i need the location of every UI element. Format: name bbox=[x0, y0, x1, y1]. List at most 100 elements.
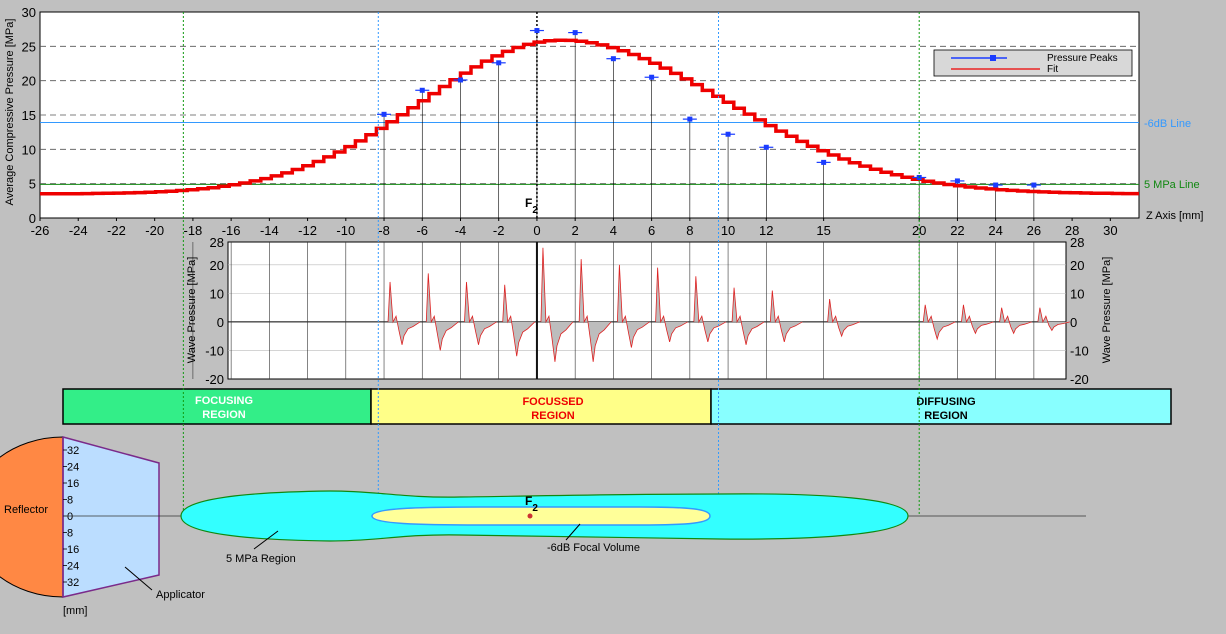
pressure-peak-points bbox=[377, 28, 1041, 188]
y-tick-label: 10 bbox=[22, 142, 36, 157]
wave-y-tick-labels: 28 28 20 20 10 10 0 0 -10 -10 -20 -20 bbox=[205, 235, 1089, 387]
wave-y-tick-right: -20 bbox=[1070, 372, 1089, 387]
y-tick-label: 15 bbox=[22, 108, 36, 123]
region-5mpa-label: 5 MPa Region bbox=[226, 553, 296, 565]
peak-point bbox=[649, 74, 655, 80]
unit-label: [mm] bbox=[63, 605, 87, 617]
wave-trace bbox=[731, 287, 765, 345]
wave-trace bbox=[425, 273, 459, 351]
x-tick-label: -24 bbox=[69, 223, 88, 238]
legend-fit-label: Fit bbox=[1047, 64, 1058, 75]
reflector-shape bbox=[0, 436, 64, 598]
peak-point bbox=[610, 56, 616, 62]
focal-point-marker bbox=[527, 513, 533, 519]
x-tick-label: -4 bbox=[455, 223, 467, 238]
x-tick-label: 0 bbox=[533, 223, 540, 238]
x-tick-label: 10 bbox=[721, 223, 735, 238]
fit-line bbox=[40, 38, 1139, 196]
legend-peaks-label: Pressure Peaks bbox=[1047, 53, 1118, 64]
wave-y-tick-left: 0 bbox=[217, 315, 224, 330]
wave-trace bbox=[1037, 307, 1070, 332]
x-tick-label: -16 bbox=[222, 223, 241, 238]
y-tick-label: 25 bbox=[22, 39, 36, 54]
scale-label: 32 bbox=[67, 445, 79, 457]
peak-point bbox=[1031, 182, 1037, 188]
diffusing-region-label-1: DIFFUSING bbox=[916, 396, 975, 408]
diffusing-region bbox=[710, 388, 1172, 425]
peak-point bbox=[687, 116, 693, 122]
wave-trace bbox=[693, 276, 727, 342]
schematic-focus-label: F2 bbox=[525, 494, 538, 514]
main-focus-label: F2 bbox=[525, 196, 538, 216]
applicator-pointer bbox=[124, 566, 153, 591]
wave-y-tick-right: 20 bbox=[1070, 258, 1084, 273]
wave-y-tick-left: 20 bbox=[210, 258, 224, 273]
scale-label: 16 bbox=[67, 544, 79, 556]
focal-volume bbox=[371, 506, 711, 526]
peak-point bbox=[954, 178, 960, 184]
wave-y-tick-left: -20 bbox=[205, 372, 224, 387]
wave-trace bbox=[827, 299, 860, 338]
wave-y-tick-left: 28 bbox=[210, 235, 224, 250]
x-tick-label: 26 bbox=[1027, 223, 1041, 238]
wave-y-axis-label-right: Wave Pressure [MPa] bbox=[1101, 257, 1113, 364]
x-tick-label: -26 bbox=[31, 223, 50, 238]
scale-label: 24 bbox=[67, 462, 79, 474]
scale-label: 16 bbox=[67, 478, 79, 490]
x-tick-label: 6 bbox=[648, 223, 655, 238]
x-tick-label: 2 bbox=[572, 223, 579, 238]
peak-point bbox=[419, 87, 425, 93]
peak-point bbox=[993, 182, 999, 188]
diffusing-region-label-2: REGION bbox=[924, 410, 967, 422]
x-tick-label: -12 bbox=[298, 223, 317, 238]
wave-trace bbox=[578, 259, 612, 362]
wave-y-tick-left: 10 bbox=[210, 286, 224, 301]
ref-line-5mpa-label: 5 MPa Line bbox=[1144, 179, 1200, 191]
wave-trace bbox=[769, 290, 803, 342]
legend: Pressure Peaks Fit bbox=[933, 49, 1133, 77]
wave-trace bbox=[464, 281, 497, 345]
peak-point bbox=[725, 131, 731, 137]
x-tick-label: 22 bbox=[950, 223, 964, 238]
wave-y-tick-left: -10 bbox=[205, 343, 224, 358]
x-tick-label: -10 bbox=[336, 223, 355, 238]
peak-point bbox=[763, 144, 769, 150]
x-tick-label: 4 bbox=[610, 223, 617, 238]
focusing-region-label-2: REGION bbox=[202, 409, 245, 421]
wave-trace bbox=[387, 281, 421, 345]
main-x-axis-label: Z Axis [mm] bbox=[1146, 210, 1203, 222]
wave-trace bbox=[540, 247, 574, 362]
wave-trace bbox=[655, 267, 688, 342]
ref-line-6db-label: -6dB Line bbox=[1144, 118, 1191, 130]
x-tick-label: -2 bbox=[493, 223, 505, 238]
wave-y-tick-right: 28 bbox=[1070, 235, 1084, 250]
peak-point bbox=[534, 28, 540, 34]
legend-peaks-point bbox=[990, 55, 996, 61]
main-focus-subscript: 2 bbox=[532, 205, 538, 216]
fit-curve bbox=[40, 38, 1139, 196]
x-tick-label: 30 bbox=[1103, 223, 1117, 238]
x-tick-label: 24 bbox=[988, 223, 1002, 238]
focussed-region-label-2: REGION bbox=[531, 410, 574, 422]
peak-point bbox=[572, 30, 578, 36]
scale-label: 0 bbox=[67, 511, 73, 523]
applicator-label: Applicator bbox=[156, 589, 205, 601]
scale-label: 8 bbox=[67, 495, 73, 507]
peak-point bbox=[821, 159, 827, 165]
wave-plot-area bbox=[227, 241, 1067, 380]
x-tick-label: 28 bbox=[1065, 223, 1079, 238]
focal-volume-pointer bbox=[565, 523, 581, 541]
x-tick-label: 20 bbox=[912, 223, 926, 238]
lithotripter-schematic: Reflector 32 24 16 8 0 8 16 24 32 [mm] Applicato… bbox=[0, 436, 1086, 617]
focal-volume-label: -6dB Focal Volume bbox=[547, 542, 640, 554]
wave-trace bbox=[961, 304, 994, 335]
y-tick-label: 20 bbox=[22, 74, 36, 89]
scale-label: 8 bbox=[67, 528, 73, 540]
x-tick-label: 8 bbox=[686, 223, 693, 238]
wave-y-axis-label-left: Wave Pressure [MPa] bbox=[186, 257, 198, 364]
y-tick-label: 30 bbox=[22, 5, 36, 20]
wave-trace bbox=[616, 264, 650, 348]
peak-point bbox=[496, 60, 502, 66]
